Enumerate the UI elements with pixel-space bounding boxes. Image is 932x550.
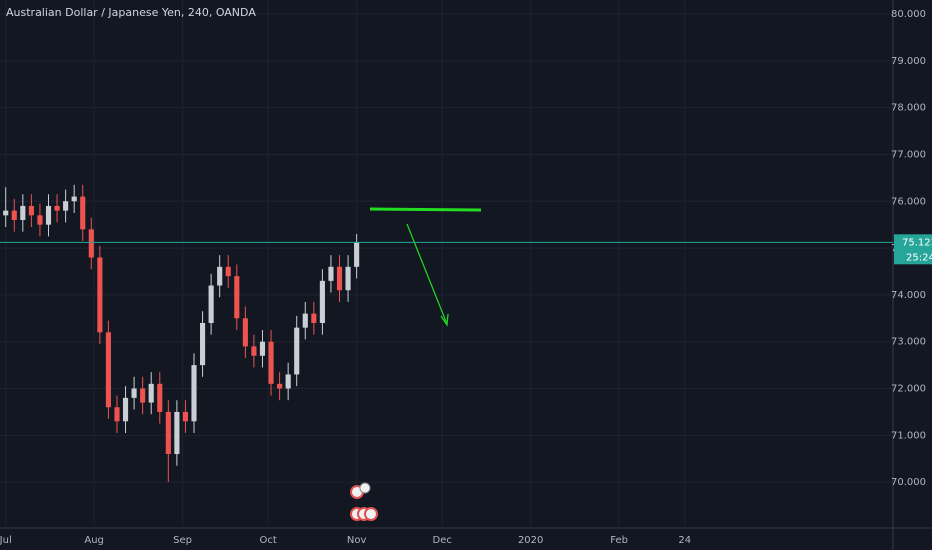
- y-tick-label: 78.000: [891, 103, 926, 114]
- y-tick-label: 79.000: [891, 56, 926, 67]
- candle-body: [336, 266, 343, 291]
- candle-body: [71, 196, 77, 202]
- candle-body: [157, 383, 163, 412]
- candle-body: [122, 397, 129, 422]
- candle-body: [105, 332, 111, 408]
- candle-body: [97, 257, 103, 333]
- candle-body: [311, 313, 317, 323]
- chart-title: Australian Dollar / Japanese Yen, 240, O…: [6, 6, 256, 19]
- candle-body: [11, 210, 17, 220]
- candle-body: [354, 242, 360, 267]
- candles: [3, 184, 360, 483]
- candle-body: [88, 229, 94, 258]
- candle-body: [28, 205, 34, 216]
- candle-body: [277, 383, 283, 389]
- candle-body: [45, 205, 52, 225]
- candle-body: [182, 411, 189, 422]
- last-price-tag: [894, 234, 932, 265]
- drawn-arrow: [406, 223, 448, 325]
- y-tick-label: 74.000: [891, 290, 926, 301]
- y-tick-label: 71.000: [891, 430, 926, 441]
- x-tick-label: Nov: [347, 535, 367, 546]
- x-tick-label: Jul: [0, 535, 12, 546]
- drawn-arrow-head: [440, 313, 449, 327]
- candle-body: [242, 318, 248, 347]
- x-tick-label: Dec: [433, 535, 452, 546]
- candle-body: [259, 341, 266, 356]
- candle-body: [63, 201, 69, 211]
- last-price-label: 75.123: [902, 237, 932, 248]
- y-tick-label: 73.000: [891, 337, 926, 348]
- candle-body: [174, 411, 180, 455]
- x-tick-label: 2020: [518, 535, 543, 546]
- candle-body: [199, 322, 206, 366]
- drawn-resistance-line: [369, 207, 482, 212]
- candle-body: [208, 285, 214, 323]
- candle-body: [302, 313, 308, 328]
- event-icon: [359, 482, 371, 494]
- candle-body: [148, 383, 154, 403]
- candle-body: [3, 210, 9, 216]
- candle-body: [285, 374, 291, 389]
- candle-body: [131, 388, 137, 398]
- y-tick-label: 72.000: [891, 384, 926, 395]
- x-tick-label: Aug: [84, 535, 104, 546]
- candle-body: [140, 388, 146, 403]
- candle-body: [217, 266, 223, 286]
- candle-body: [345, 266, 351, 291]
- candle-body: [251, 346, 257, 356]
- candle-body: [80, 196, 86, 230]
- candle-body: [319, 280, 325, 323]
- candle-body: [165, 411, 171, 455]
- candle-body: [225, 266, 231, 277]
- candle-body: [268, 341, 274, 384]
- x-tick-label: Oct: [260, 535, 277, 546]
- y-tick-label: 70.000: [891, 477, 926, 488]
- x-tick-label: Sep: [173, 535, 192, 546]
- event-icons: [350, 482, 378, 521]
- countdown-label: 25:24: [906, 252, 932, 263]
- event-icon: [364, 507, 378, 521]
- candle-body: [20, 205, 26, 220]
- candle-body: [114, 407, 120, 422]
- x-tick-label: 24: [678, 535, 691, 546]
- candle-body: [54, 205, 60, 211]
- candle-body: [191, 365, 197, 422]
- y-tick-label: 76.000: [891, 196, 926, 207]
- candle-body: [234, 276, 240, 319]
- candle-body: [294, 327, 300, 375]
- y-tick-label: 80.000: [891, 9, 926, 20]
- candle-body: [328, 266, 334, 281]
- candle-body: [37, 215, 43, 225]
- y-tick-label: 77.000: [891, 149, 926, 160]
- x-tick-label: Feb: [610, 535, 628, 546]
